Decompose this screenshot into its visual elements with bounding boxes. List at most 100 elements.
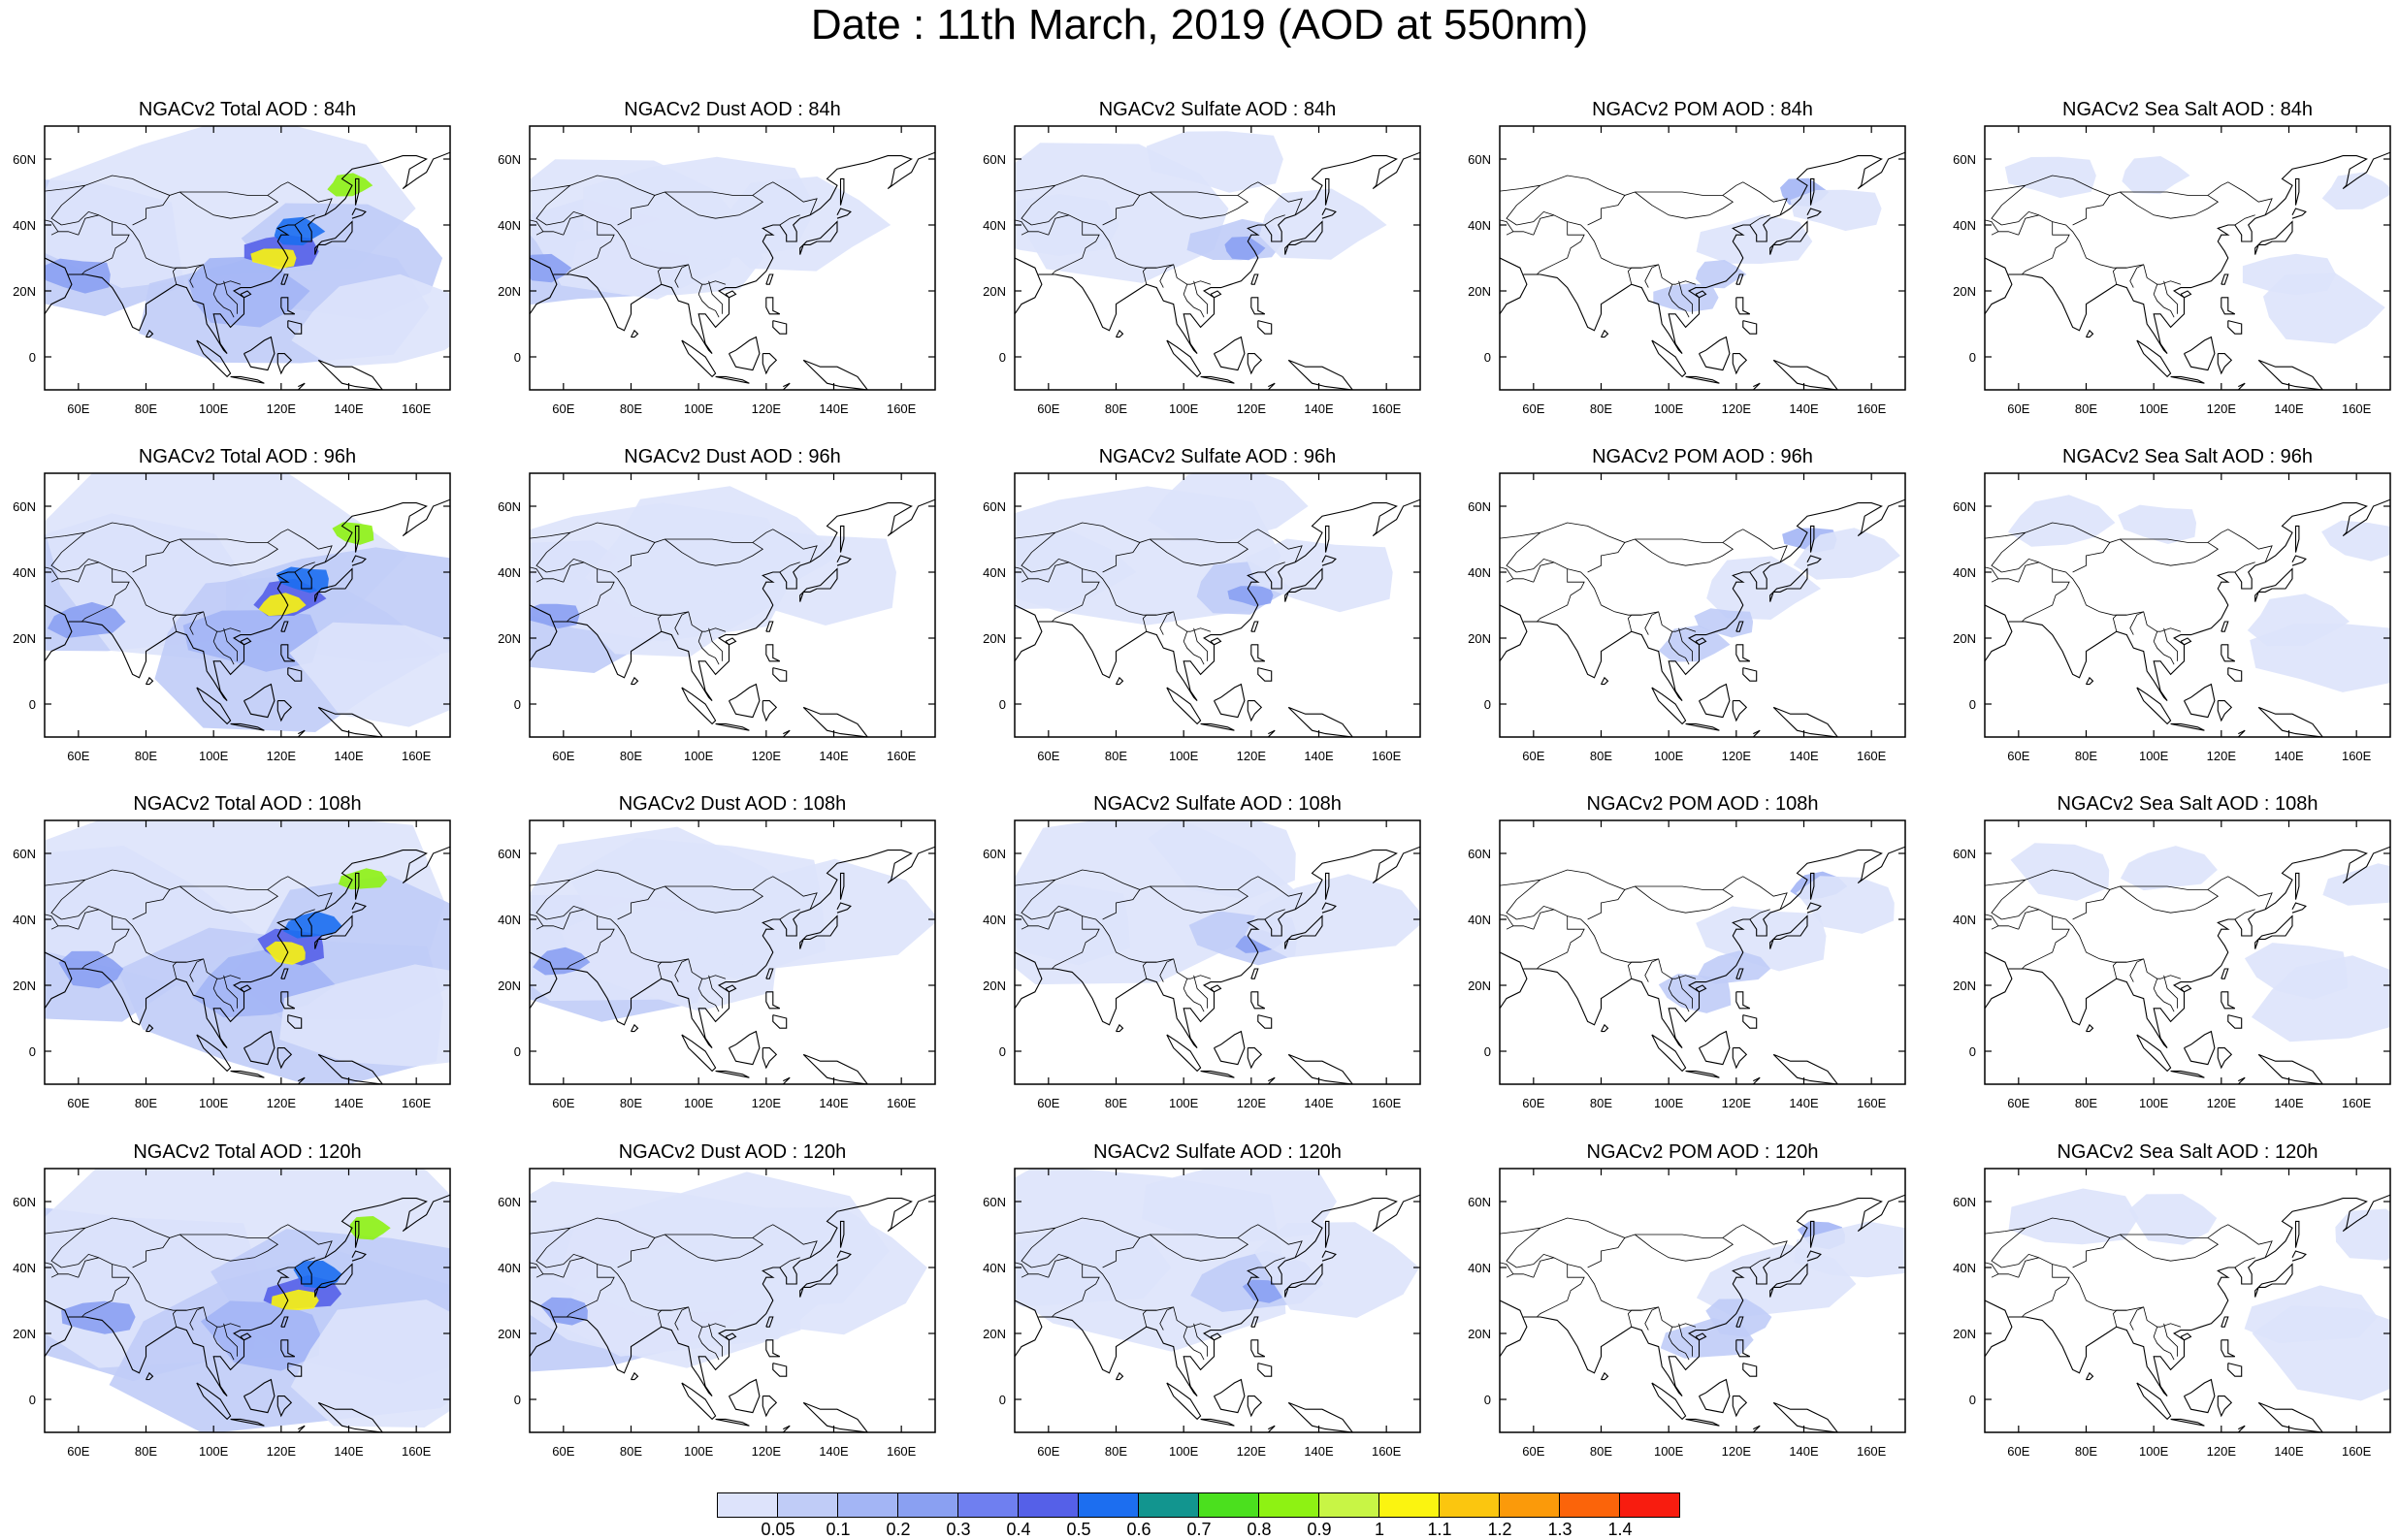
aod-shade [1695,260,1747,289]
lon-tick-label: 140E [2274,401,2304,416]
coastline [1210,637,1222,646]
coastline [836,208,852,219]
lon-tick-label: 120E [752,1096,782,1110]
lon-tick-label: 60E [552,749,574,763]
aod-field [530,486,896,673]
coastline [314,220,353,255]
coastline [2217,700,2233,722]
country-border [1159,611,1174,635]
aod-field [1660,1221,1905,1359]
coastline [45,257,73,315]
lon-tick-label: 100E [684,1444,714,1459]
country-border [563,561,727,632]
coastline [631,676,639,686]
coastline [1321,902,1337,914]
lat-tick-label: 40N [1468,913,1491,927]
country-border [172,1309,187,1328]
country-border [1021,531,1056,573]
country-border [1183,631,1205,665]
coastline [2227,667,2243,682]
coastline [280,621,289,632]
coastline [1214,336,1246,371]
coastline [2257,359,2323,390]
country-border [535,1273,564,1278]
country-border [1627,1309,1642,1328]
country-border [61,210,99,226]
panel-title: NGACv2 Sulfate AOD : 120h [1093,1141,1342,1163]
lat-tick-label: 60N [1468,1195,1491,1209]
coastline [2170,722,2205,731]
coastline [280,1339,296,1358]
lat-tick-label: 40N [1468,218,1491,233]
lon-tick-label: 100E [1169,1444,1199,1459]
map-panel: NGACv2 Total AOD : 120h 60N 40N 20N 0 60E 80E 1… [13,1141,451,1459]
lat-tick-label: 60N [498,152,521,167]
lat-tick-label: 20N [498,1327,521,1341]
country-border [1102,195,1141,226]
aod-shade [1148,820,1296,900]
coastline [1210,290,1222,299]
lon-tick-label: 60E [2007,749,2029,763]
country-border [1015,869,1303,910]
country-border [2112,614,2127,632]
country-border [2234,214,2255,226]
country-border [45,219,59,233]
coastline [287,667,303,682]
coastline [354,872,360,900]
country-border [1644,611,1659,635]
map-panel: NGACv2 Dust AOD : 84h 60N 40N 20N 0 60E 80E 100… [498,99,936,416]
lon-tick-label: 140E [2274,1444,2304,1459]
country-border [1627,614,1642,632]
map-panel: NGACv2 Sea Salt AOD : 96h 60N 40N 20N 0 60E 80… [1953,446,2391,763]
coastline [1732,700,1748,722]
lon-tick-label: 160E [2342,1096,2372,1110]
coastline [1685,375,1720,384]
coastline [762,1047,778,1070]
coastline [553,151,935,354]
country-border [1142,614,1157,632]
coastline [2008,1194,2390,1396]
aod-shade [2321,520,2390,561]
lat-tick-label: 20N [498,979,521,993]
aod-shade [1242,1279,1282,1303]
lon-tick-label: 100E [1169,1096,1199,1110]
lat-tick-label: 60N [1953,499,1976,514]
coastline [2257,1401,2323,1432]
country-border [1031,210,1069,226]
country-border [1015,914,1029,927]
colorbar-label: 1.2 [1487,1520,1512,1539]
lon-tick-label: 160E [887,1096,917,1110]
country-border [1015,175,1303,215]
lat-tick-label: 0 [1969,1044,1976,1059]
lon-tick-label: 120E [1237,401,1267,416]
country-border [1500,522,1788,562]
coastline [1523,498,1905,701]
lon-tick-label: 120E [752,401,782,416]
coastline [802,1401,868,1432]
aod-shade [1015,1220,1172,1307]
country-border [1150,1234,1249,1262]
country-border [81,221,130,275]
coastline [1752,729,1761,737]
country-border [1500,219,1514,233]
country-border [2163,280,2178,314]
coastline [799,1263,838,1298]
aod-shade [1227,586,1274,607]
coastline [1809,872,1815,900]
country-border [1635,538,1734,566]
coastline [2217,1396,2233,1418]
lat-tick-label: 0 [514,1044,521,1059]
country-border [1985,914,1999,927]
country-border [1991,1273,2019,1278]
country-border [1102,1237,1141,1268]
aod-shade [283,911,342,939]
coastline [146,676,154,686]
country-border [1516,905,1554,920]
coastline [765,644,781,662]
coastline [1806,555,1822,566]
country-border [2234,909,2255,920]
coastline [1247,700,1263,722]
country-border [1991,578,2019,583]
country-border [223,280,238,314]
country-border [2153,284,2175,318]
